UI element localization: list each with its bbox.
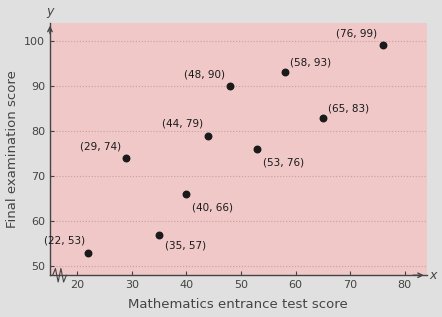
Point	[156, 232, 163, 237]
Point	[281, 70, 288, 75]
Point	[183, 191, 190, 197]
Y-axis label: Final examination score: Final examination score	[6, 70, 19, 228]
Text: (35, 57): (35, 57)	[164, 241, 206, 250]
Text: (48, 90): (48, 90)	[183, 69, 225, 79]
Point	[205, 133, 212, 138]
X-axis label: Mathematics entrance test score: Mathematics entrance test score	[129, 298, 348, 311]
Text: y: y	[46, 5, 53, 18]
Text: x: x	[429, 269, 437, 282]
Point	[320, 115, 327, 120]
Point	[123, 156, 130, 161]
Text: (76, 99): (76, 99)	[336, 29, 377, 39]
Point	[85, 250, 92, 255]
Point	[379, 43, 386, 48]
Text: (22, 53): (22, 53)	[44, 236, 85, 246]
Text: (29, 74): (29, 74)	[80, 141, 121, 151]
Point	[227, 83, 234, 88]
Text: (44, 79): (44, 79)	[162, 119, 203, 129]
Text: (58, 93): (58, 93)	[290, 58, 331, 68]
Text: (53, 76): (53, 76)	[263, 157, 304, 167]
Text: (65, 83): (65, 83)	[328, 103, 370, 113]
Text: (40, 66): (40, 66)	[192, 202, 233, 212]
Point	[254, 146, 261, 152]
